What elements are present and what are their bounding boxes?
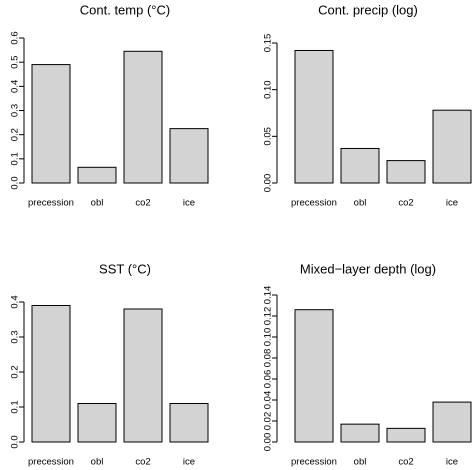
category-label: ice [183,457,195,468]
category-label: obl [91,457,104,468]
y-tick-label: 0.0 [10,435,21,448]
category-label: obl [91,198,104,209]
y-tick-label: 0.10 [263,328,274,347]
y-tick-label: 0.14 [263,286,274,305]
y-tick-label: 0.0 [10,176,21,189]
y-tick-label: 0.00 [263,433,274,452]
y-tick-label: 0.12 [263,307,274,326]
category-label: co2 [398,198,413,209]
bar-obl [341,148,379,183]
y-tick-label: 0.2 [10,365,21,378]
bar-precession [295,50,333,183]
bar-obl [78,404,116,443]
y-tick-label: 0.4 [10,295,21,308]
bar-precession [295,310,333,442]
y-tick-label: 0.1 [10,400,21,413]
y-tick-label: 0.2 [10,128,21,141]
chart-panel-1: Cont. temp (°C) 0.0 0.1 0.2 0.3 0.4 0.5 0.6 prec… [10,2,208,208]
category-label: precession [291,457,337,468]
y-tick-label: 0.5 [10,56,21,69]
category-label: co2 [135,198,150,209]
chart-panel-2: Cont. precip (log) 0.00 0.05 0.10 0.15 preces… [263,2,471,208]
bar-ice [170,404,208,443]
category-label: co2 [135,457,150,468]
bar-co2 [124,51,162,183]
y-tick-label: 0.4 [10,80,21,93]
bar-precession [32,306,70,443]
category-label: precession [28,198,74,209]
category-label: precession [291,198,337,209]
y-tick-label: 0.02 [263,412,274,431]
y-tick-label: 0.3 [10,330,21,343]
y-tick-label: 0.00 [263,174,274,193]
category-label: obl [354,198,367,209]
y-tick-label: 0.3 [10,104,21,117]
y-tick-label: 0.06 [263,370,274,389]
y-tick-label: 0.15 [263,34,274,53]
category-label: ice [446,198,458,209]
chart-title: Mixed−layer depth (log) [300,261,436,276]
category-label: co2 [398,457,413,468]
y-tick-label: 0.08 [263,349,274,368]
category-label: precession [28,457,74,468]
chart-title: SST (°C) [99,261,151,276]
chart-panel-3: SST (°C) 0.0 0.1 0.2 0.3 0.4 precession obl co2 i… [10,261,208,467]
chart-title: Cont. precip (log) [318,2,418,17]
y-tick-label: 0.04 [263,391,274,410]
chart-panel-4: Mixed−layer depth (log) 0.00 0.02 0.04 0.06 0… [263,261,471,467]
bar-ice [433,110,471,183]
y-tick-label: 0.05 [263,127,274,146]
bar-obl [78,167,116,183]
bar-precession [32,65,70,183]
y-tick-label: 0.1 [10,152,21,165]
y-tick-label: 0.6 [10,31,21,44]
bar-obl [341,424,379,442]
category-label: obl [354,457,367,468]
bar-co2 [387,161,425,183]
bar-ice [433,402,471,442]
chart-title: Cont. temp (°C) [80,2,170,17]
category-label: ice [183,198,195,209]
category-label: ice [446,457,458,468]
bar-ice [170,129,208,183]
bar-co2 [124,309,162,442]
bar-co2 [387,428,425,442]
y-tick-label: 0.10 [263,80,274,99]
